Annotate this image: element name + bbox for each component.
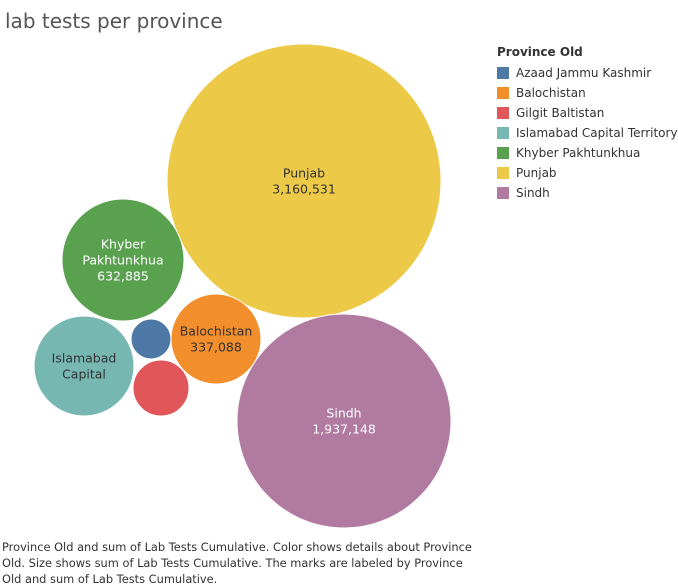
legend-label: Gilgit Baltistan bbox=[516, 106, 605, 120]
bubble-label: Sindh bbox=[326, 406, 361, 421]
bubble-mark[interactable] bbox=[132, 359, 190, 417]
legend-title: Province Old bbox=[497, 45, 583, 59]
bubble-label: 632,885 bbox=[97, 269, 149, 284]
bubble-label: Khyber bbox=[101, 237, 146, 252]
legend-swatch bbox=[497, 187, 509, 199]
bubble-label: Balochistan bbox=[180, 324, 253, 339]
legend-swatch bbox=[497, 87, 509, 99]
bubble-label: 1,937,148 bbox=[312, 422, 376, 437]
legend-label: Punjab bbox=[516, 166, 557, 180]
bubble-label: Islamabad bbox=[52, 351, 117, 366]
bubble-mark[interactable] bbox=[33, 315, 135, 417]
legend-label: Balochistan bbox=[516, 86, 586, 100]
legend-swatch bbox=[497, 107, 509, 119]
legend-swatch bbox=[497, 167, 509, 179]
bubble-mark[interactable] bbox=[61, 198, 185, 322]
bubble-label: Pakhtunkhua bbox=[82, 253, 163, 268]
legend-label: Khyber Pakhtunkhua bbox=[516, 146, 641, 160]
legend-label: Islamabad Capital Territory bbox=[516, 126, 678, 140]
legend-swatch bbox=[497, 127, 509, 139]
legend-item[interactable]: Gilgit Baltistan bbox=[497, 103, 678, 123]
bubble-label: 3,160,531 bbox=[272, 182, 336, 197]
bubble-label: Punjab bbox=[283, 166, 325, 181]
legend: Province Old Azaad Jammu Kashmir Balochis… bbox=[497, 45, 678, 203]
legend-item[interactable]: Punjab bbox=[497, 163, 678, 183]
legend-items: Azaad Jammu Kashmir Balochistan Gilgit Bal… bbox=[497, 63, 678, 203]
bubble-label: Capital bbox=[62, 367, 106, 382]
chart-title: lab tests per province bbox=[5, 9, 223, 33]
bubble-label: 337,088 bbox=[190, 340, 242, 355]
chart-caption: Province Old and sum of Lab Tests Cumula… bbox=[2, 540, 472, 586]
bubble-mark[interactable] bbox=[236, 313, 452, 529]
bubble-mark[interactable] bbox=[130, 318, 172, 360]
bubble-mark[interactable] bbox=[166, 43, 442, 319]
legend-label: Azaad Jammu Kashmir bbox=[516, 66, 652, 80]
legend-item[interactable]: Sindh bbox=[497, 183, 678, 203]
legend-item[interactable]: Khyber Pakhtunkhua bbox=[497, 143, 678, 163]
legend-swatch bbox=[497, 67, 509, 79]
legend-item[interactable]: Balochistan bbox=[497, 83, 678, 103]
legend-label: Sindh bbox=[516, 186, 550, 200]
legend-item[interactable]: Azaad Jammu Kashmir bbox=[497, 63, 678, 83]
legend-swatch bbox=[497, 147, 509, 159]
legend-item[interactable]: Islamabad Capital Territory bbox=[497, 123, 678, 143]
